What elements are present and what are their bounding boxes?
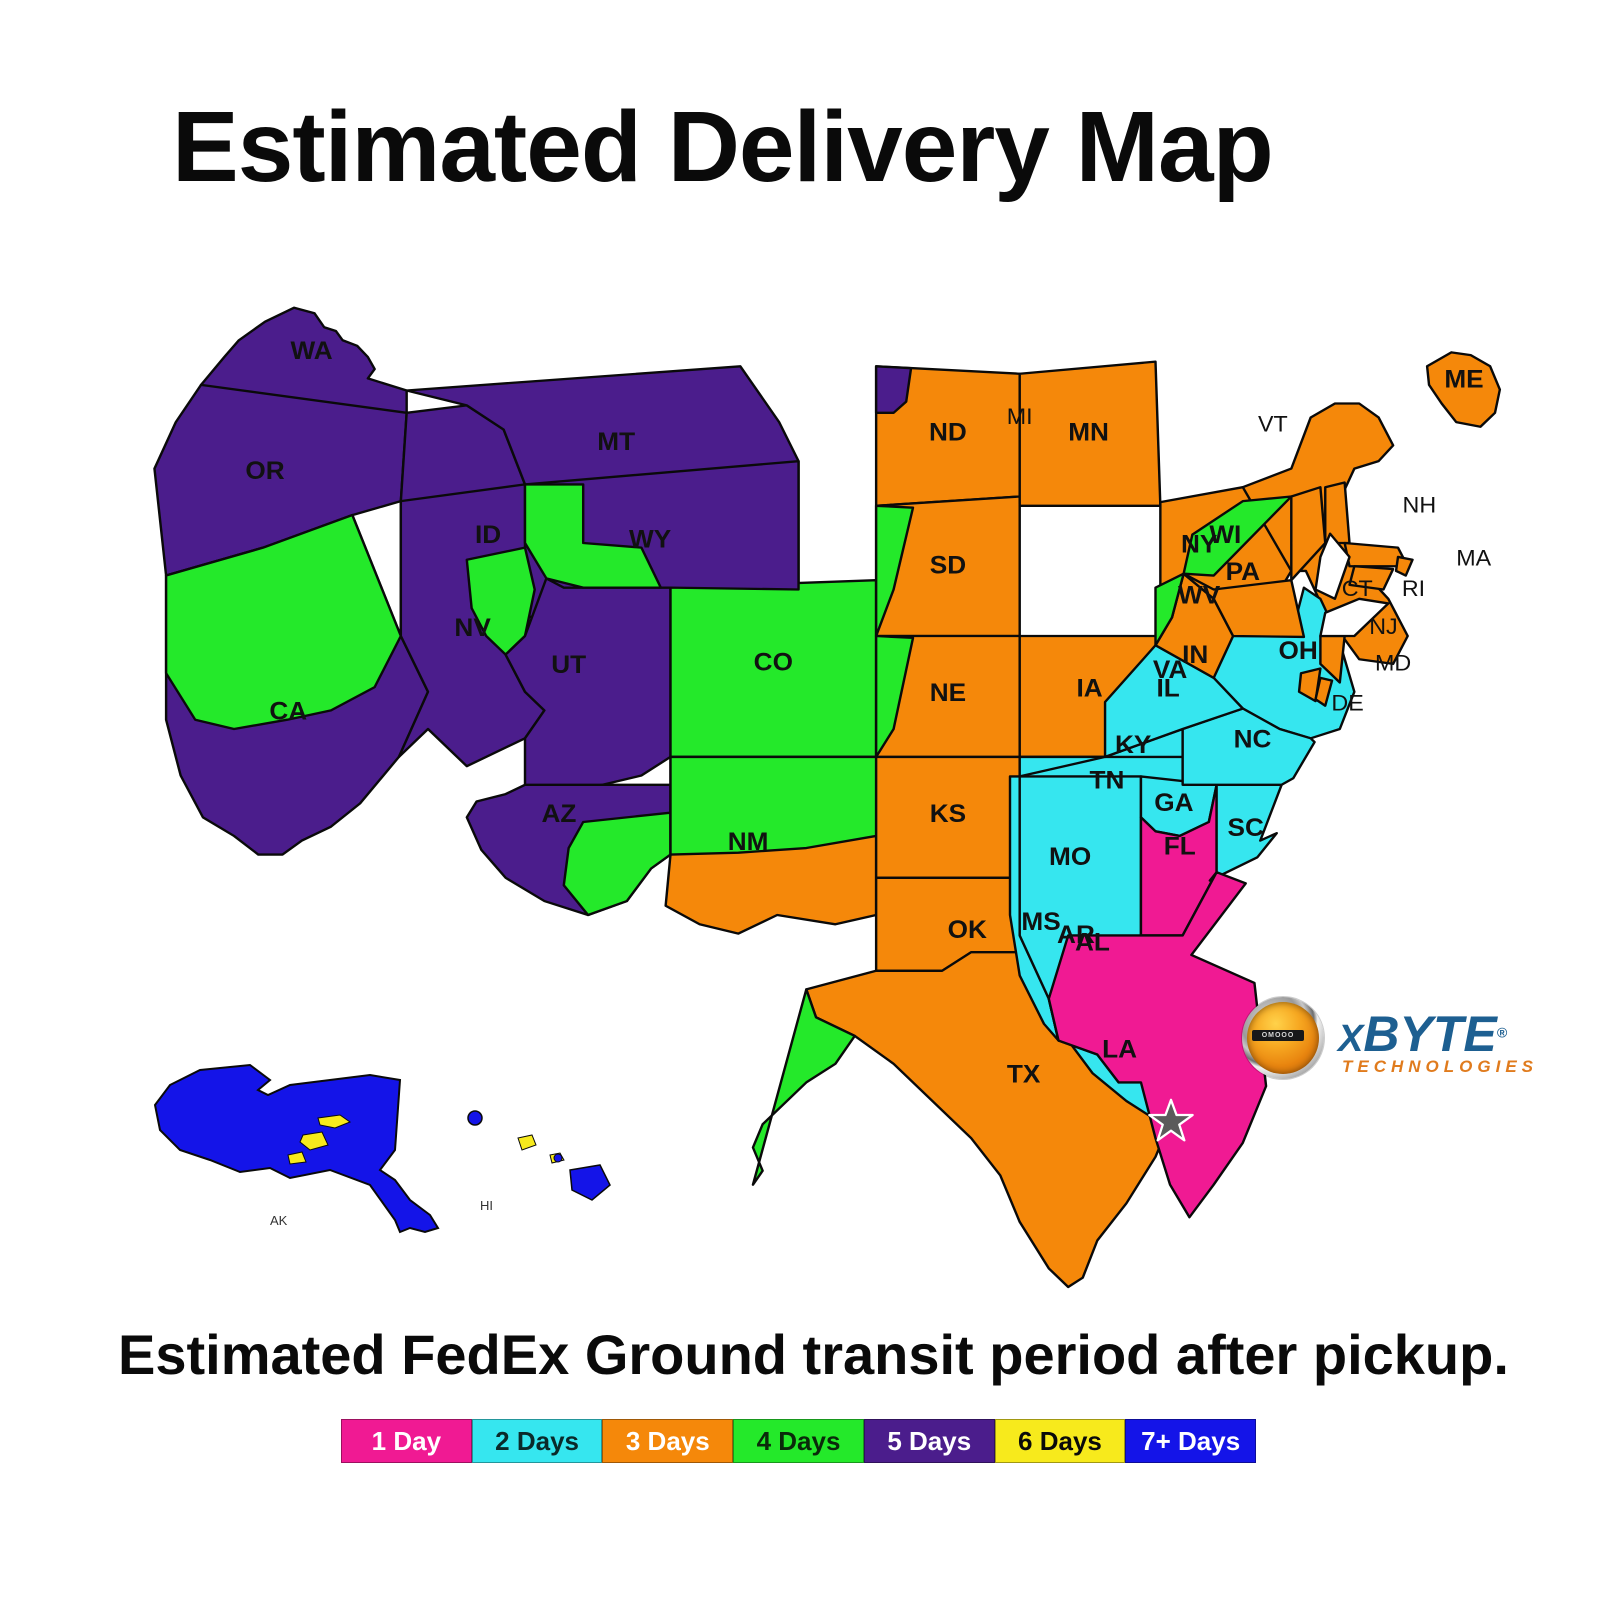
svg-text:ME: ME <box>1444 366 1483 393</box>
svg-text:LA: LA <box>1102 1036 1137 1063</box>
svg-text:KY: KY <box>1115 732 1151 759</box>
svg-text:AK: AK <box>270 1213 288 1228</box>
svg-text:MT: MT <box>597 428 635 455</box>
svg-text:NC: NC <box>1234 726 1272 753</box>
svg-text:OK: OK <box>948 917 988 944</box>
svg-text:SD: SD <box>930 552 966 579</box>
svg-text:MD: MD <box>1375 650 1411 675</box>
svg-text:RI: RI <box>1402 575 1425 600</box>
svg-text:AZ: AZ <box>542 800 577 827</box>
svg-text:HI: HI <box>480 1198 493 1213</box>
svg-text:CT: CT <box>1342 575 1373 600</box>
svg-text:DE: DE <box>1331 690 1363 715</box>
svg-text:WA: WA <box>291 337 333 364</box>
svg-text:TN: TN <box>1090 767 1125 794</box>
svg-text:NM: NM <box>728 828 769 855</box>
svg-text:MO: MO <box>1049 843 1091 870</box>
svg-text:IA: IA <box>1076 675 1102 702</box>
svg-text:OR: OR <box>245 457 284 484</box>
svg-text:AL: AL <box>1075 929 1110 956</box>
svg-text:UT: UT <box>551 652 586 679</box>
svg-text:WY: WY <box>629 526 671 553</box>
svg-text:OH: OH <box>1278 638 1317 665</box>
svg-text:FL: FL <box>1164 833 1196 860</box>
svg-text:NJ: NJ <box>1369 614 1397 639</box>
svg-text:NH: NH <box>1403 492 1437 517</box>
svg-text:MA: MA <box>1456 545 1492 570</box>
svg-text:VT: VT <box>1258 411 1288 436</box>
svg-text:MI: MI <box>1007 403 1033 428</box>
svg-text:ID: ID <box>475 521 501 548</box>
svg-text:CO: CO <box>754 649 793 676</box>
svg-text:TX: TX <box>1007 1061 1040 1088</box>
svg-text:PA: PA <box>1226 559 1260 586</box>
svg-text:NE: NE <box>930 680 966 707</box>
svg-text:WV: WV <box>1178 582 1220 609</box>
svg-text:MN: MN <box>1068 419 1109 446</box>
svg-text:NY: NY <box>1181 531 1217 558</box>
svg-text:SC: SC <box>1228 814 1264 841</box>
svg-text:NV: NV <box>454 614 490 641</box>
svg-text:KS: KS <box>930 800 966 827</box>
svg-text:MS: MS <box>1021 908 1060 935</box>
svg-text:CA: CA <box>269 698 307 725</box>
svg-text:VA: VA <box>1153 656 1187 683</box>
svg-text:GA: GA <box>1154 789 1193 816</box>
svg-text:ND: ND <box>929 419 967 446</box>
